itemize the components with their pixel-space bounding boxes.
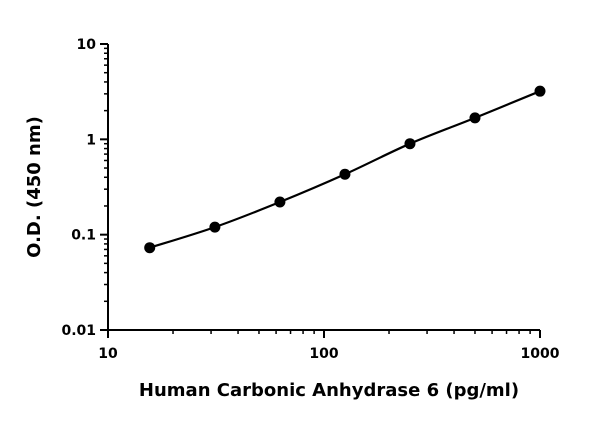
data-point bbox=[274, 196, 286, 208]
data-point bbox=[144, 242, 156, 254]
x-ticks: 10 100 1000 bbox=[98, 330, 560, 362]
x-axis-label: Human Carbonic Anhydrase 6 (pg/ml) bbox=[139, 380, 519, 401]
y-axis-label: O.D. (450 nm) bbox=[24, 116, 45, 258]
x-tick-label: 100 bbox=[309, 346, 338, 362]
y-tick-label: 0.1 bbox=[71, 228, 96, 244]
data-point bbox=[339, 168, 351, 180]
y-tick-label: 0.01 bbox=[61, 323, 96, 339]
y-tick-label: 10 bbox=[77, 37, 97, 53]
data-point bbox=[534, 85, 546, 97]
data-point bbox=[469, 112, 481, 124]
data-point bbox=[404, 138, 416, 150]
y-tick-label: 1 bbox=[86, 132, 96, 148]
data-points bbox=[144, 85, 546, 254]
x-tick-label: 1000 bbox=[521, 346, 560, 362]
x-tick-label: 10 bbox=[98, 346, 118, 362]
y-ticks: 0.01 0.1 1 10 bbox=[61, 37, 108, 339]
axes: 0.01 0.1 1 10 10 100 1000 bbox=[61, 37, 559, 362]
data-point bbox=[209, 221, 221, 233]
